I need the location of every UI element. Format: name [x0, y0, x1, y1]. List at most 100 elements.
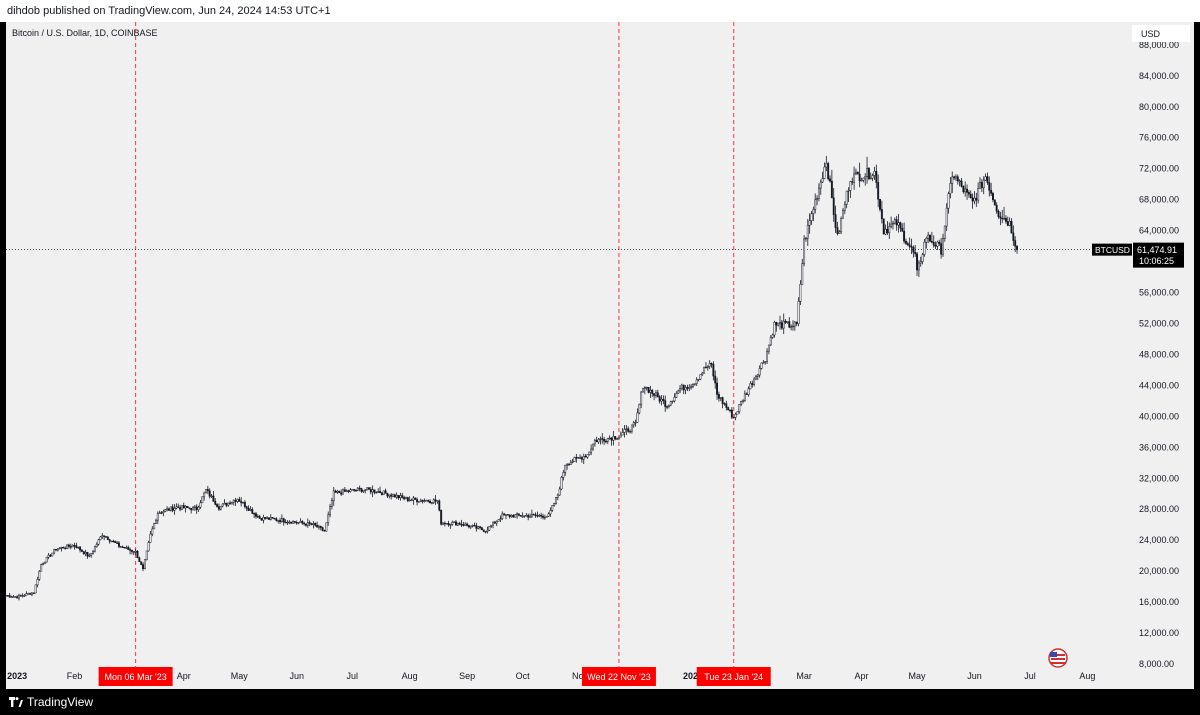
candle-body — [382, 490, 385, 495]
candle-body — [893, 219, 896, 224]
candle-body — [745, 393, 748, 395]
candle-body — [108, 539, 111, 542]
candle-body — [110, 540, 113, 543]
candle-body — [325, 522, 328, 532]
candle-body — [556, 494, 559, 498]
candle-body — [506, 514, 509, 516]
candle-body — [599, 438, 602, 440]
candle-body — [904, 240, 907, 244]
candle-body — [295, 522, 298, 524]
candle-body — [217, 506, 220, 510]
symbol-tag — [1092, 243, 1132, 256]
candle-body — [812, 209, 815, 214]
candle-body — [347, 490, 350, 492]
candle-body — [449, 524, 452, 526]
candle-body — [490, 524, 493, 527]
candle-body — [99, 536, 102, 540]
candle-body — [603, 438, 606, 442]
candle-body — [34, 584, 37, 594]
logo-dot — [15, 697, 19, 701]
candle-body — [147, 542, 150, 552]
candle-body — [68, 544, 70, 547]
candle-body — [18, 595, 20, 599]
candle-body — [486, 529, 489, 532]
candle-body — [482, 529, 485, 532]
candle-body — [492, 521, 494, 526]
candle-body — [821, 178, 824, 183]
candle-body — [925, 238, 928, 243]
candle-body — [995, 204, 998, 212]
candle-body — [210, 495, 213, 497]
candle-body — [779, 322, 781, 324]
candle-body — [503, 513, 506, 516]
candle-body — [475, 525, 478, 529]
candle-body — [882, 218, 885, 235]
candle-body — [219, 505, 222, 510]
candle-body — [114, 541, 117, 544]
candle-body — [471, 525, 474, 527]
footer-bar — [0, 689, 1200, 715]
candle-body — [429, 501, 431, 503]
candle-body — [116, 542, 119, 544]
candle-body — [140, 561, 143, 565]
candle-body — [336, 490, 339, 493]
candle-body — [560, 477, 563, 490]
candle-body — [155, 519, 157, 524]
candle-body — [205, 489, 207, 494]
price-tick-label: 48,000.00 — [1139, 349, 1179, 359]
candle-body — [199, 502, 202, 508]
chart-pane[interactable]: Bitcoin / U.S. Dollar, 1D, COINBASE 88,0… — [5, 22, 1194, 689]
candle-body — [118, 542, 120, 547]
time-tick-label: Jun — [967, 671, 982, 681]
price-tick-label: 64,000.00 — [1139, 226, 1179, 236]
candle-body — [416, 499, 419, 503]
candle-body — [264, 517, 267, 520]
candle-body — [564, 464, 567, 473]
candle-body — [255, 513, 257, 517]
price-chart[interactable]: Bitcoin / U.S. Dollar, 1D, COINBASE 88,0… — [5, 22, 1194, 689]
candle-body — [258, 516, 261, 519]
candle-body — [297, 522, 300, 524]
candle-body — [756, 374, 759, 377]
currency-selector[interactable]: USD — [1132, 25, 1190, 42]
candle-body — [784, 320, 787, 323]
candle-body — [551, 505, 554, 511]
candle-body — [725, 403, 728, 408]
candle-body — [393, 494, 396, 498]
candle-body — [769, 337, 772, 346]
candle-body — [269, 517, 272, 520]
candle-body — [764, 361, 767, 363]
candle-body — [1010, 221, 1013, 234]
candle-body — [305, 523, 307, 526]
candle-body — [166, 508, 169, 510]
candle-body — [342, 489, 344, 495]
candle-body — [80, 549, 83, 552]
candle-body — [777, 322, 780, 326]
candle-body — [516, 513, 519, 516]
candle-body — [540, 514, 543, 517]
currency-box[interactable] — [1132, 25, 1190, 42]
candle-body — [299, 521, 302, 523]
candle-body — [282, 518, 285, 523]
candle-body — [753, 378, 756, 385]
candle-body — [479, 526, 481, 528]
candle-body — [945, 207, 948, 227]
candle-body — [260, 518, 263, 521]
price-axis[interactable]: 88,000.00 84,000.00 80,000.00 76,000.00 72,0… — [1139, 40, 1179, 669]
candle-body — [997, 210, 1000, 217]
candle-body — [353, 489, 356, 491]
candle-body — [60, 546, 63, 549]
candle-body — [377, 491, 380, 493]
candle-body — [695, 379, 698, 384]
candle-body — [655, 392, 657, 396]
candle-body — [651, 389, 654, 394]
flag-stripe — [1051, 654, 1065, 656]
candle-body — [721, 397, 724, 404]
candle-body — [723, 403, 726, 405]
candle-body — [51, 552, 54, 557]
candle-body — [447, 523, 450, 526]
candle-body — [692, 384, 694, 387]
candle-body — [690, 386, 693, 388]
candle-body — [947, 193, 950, 209]
candle-body — [980, 181, 983, 189]
